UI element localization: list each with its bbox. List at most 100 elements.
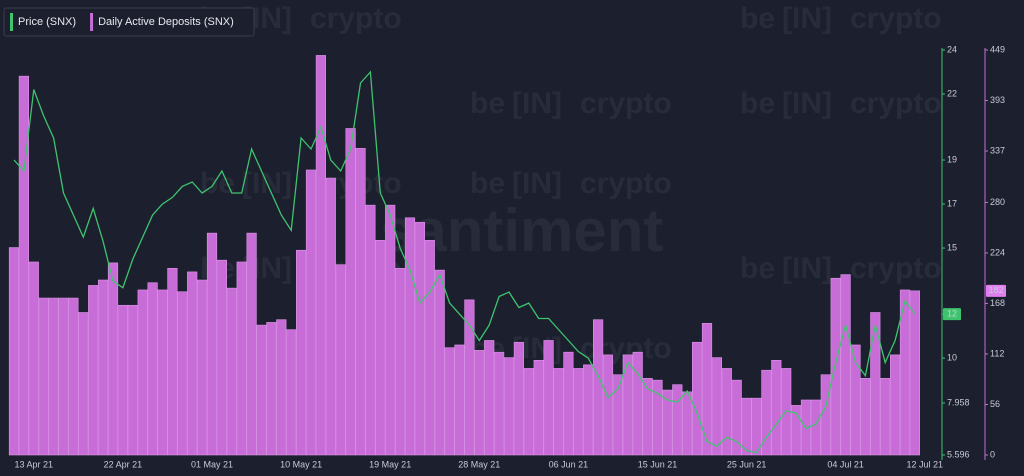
- bar: [127, 304, 138, 456]
- bar: [98, 279, 109, 456]
- watermark: be: [470, 87, 505, 120]
- bar: [840, 274, 851, 456]
- bar: [741, 397, 752, 456]
- bar: [315, 55, 327, 456]
- bar: [889, 354, 901, 456]
- x-tick-label: 10 May 21: [280, 459, 322, 469]
- bar: [612, 374, 623, 456]
- bar: [305, 169, 317, 456]
- bar: [78, 312, 89, 456]
- legend-label: Daily Active Deposits (SNX): [98, 16, 234, 28]
- y2-tick-label: 56: [990, 399, 1000, 409]
- watermark: be: [470, 167, 505, 200]
- bar: [157, 289, 168, 456]
- bar: [553, 368, 564, 456]
- y-tick-label: 15: [947, 242, 957, 252]
- bar: [147, 282, 158, 456]
- bar: [503, 357, 515, 456]
- bar: [701, 323, 713, 456]
- watermark: crypto: [310, 2, 402, 35]
- y2-tick-label: 224: [990, 247, 1005, 257]
- bar: [197, 279, 208, 456]
- bar: [493, 351, 505, 456]
- bar: [711, 357, 722, 456]
- y2-tick-label: 449: [990, 44, 1005, 54]
- x-tick-label: 22 Apr 21: [104, 459, 143, 469]
- bar: [137, 289, 148, 456]
- bar: [88, 285, 99, 456]
- legend-swatch: [10, 13, 13, 31]
- watermark: [IN]: [782, 252, 832, 285]
- bar: [365, 204, 376, 456]
- bar: [870, 312, 881, 456]
- bar: [860, 378, 871, 456]
- bar: [909, 290, 920, 456]
- watermark: be: [200, 167, 235, 200]
- bar: [691, 341, 703, 456]
- bar: [385, 204, 396, 456]
- bar: [206, 232, 218, 456]
- y-tick-label: 7.958: [947, 397, 970, 407]
- x-tick-label: 19 May 21: [369, 459, 411, 469]
- bar: [662, 389, 673, 456]
- bar: [632, 351, 643, 456]
- price-flag: [943, 308, 961, 321]
- bar: [167, 267, 178, 456]
- bar: [38, 297, 49, 456]
- bar: [761, 369, 772, 456]
- watermark: crypto: [850, 2, 942, 35]
- bar: [810, 399, 821, 456]
- legend-swatch: [90, 13, 94, 31]
- bar: [295, 249, 307, 456]
- bar: [236, 261, 247, 456]
- bar: [454, 344, 465, 456]
- price-line: [13, 70, 916, 454]
- bar: [830, 277, 841, 456]
- x-tick-label: 01 May 21: [191, 459, 233, 469]
- bar: [672, 384, 683, 456]
- y2-tick-label: 168: [990, 298, 1005, 308]
- watermark: be: [740, 2, 775, 35]
- bar: [721, 368, 732, 456]
- bar: [28, 261, 39, 456]
- bar: [434, 269, 445, 456]
- bar: [880, 378, 891, 456]
- bar: [543, 340, 554, 456]
- x-tick-label: 04 Jul 21: [827, 459, 864, 469]
- watermark: be: [740, 87, 775, 120]
- watermark: [IN]: [782, 87, 832, 120]
- y-tick-label: 22: [947, 88, 957, 98]
- y-tick-label: 19: [947, 154, 957, 164]
- y2-tick-label: 393: [990, 95, 1005, 105]
- bar: [394, 267, 406, 456]
- bar: [18, 75, 30, 456]
- y-tick-label: 24: [947, 44, 957, 54]
- x-tick-label: 15 Jun 21: [638, 459, 678, 469]
- bar: [216, 259, 228, 456]
- bar: [682, 391, 693, 456]
- bar: [404, 217, 416, 456]
- bar: [484, 340, 495, 456]
- watermark: crypto: [580, 87, 672, 120]
- bar: [187, 271, 198, 456]
- bar: [375, 240, 386, 456]
- watermark: [IN]: [512, 87, 562, 120]
- legend: Price (SNX) Daily Active Deposits (SNX): [3, 7, 255, 37]
- bar: [177, 291, 188, 456]
- bar: [573, 368, 584, 456]
- price-flag-label: 12: [947, 308, 957, 318]
- bar: [622, 354, 633, 456]
- y-tick-label: 10: [947, 352, 957, 362]
- bar: [286, 329, 297, 456]
- y2-tick-label: 337: [990, 145, 1005, 155]
- bar: [444, 347, 455, 456]
- bar: [474, 350, 485, 456]
- x-tick-label: 06 Jun 21: [549, 459, 589, 469]
- bar: [523, 368, 534, 456]
- x-tick-label: 28 May 21: [458, 459, 500, 469]
- bar: [107, 262, 119, 456]
- x-tick-label: 13 Apr 21: [15, 459, 54, 469]
- bar: [58, 297, 69, 456]
- deposits-flag-label: 182: [988, 285, 1003, 295]
